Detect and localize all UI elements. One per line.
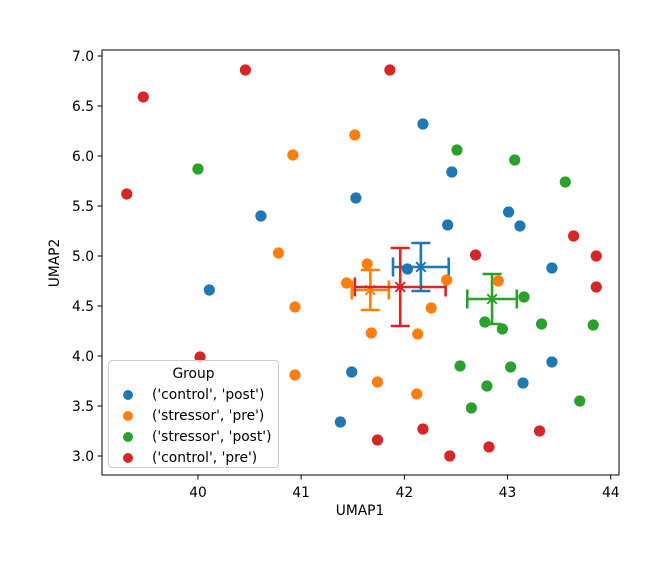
data-point: [481, 380, 493, 392]
x-tick-label: 43: [499, 485, 517, 501]
y-tick-label: 7.0: [72, 49, 94, 65]
x-axis-label: UMAP1: [335, 503, 385, 519]
data-point: [121, 188, 133, 200]
legend-entry-label: ('control', 'pre'): [152, 449, 258, 466]
y-tick-label: 5.5: [72, 199, 94, 215]
data-point: [451, 144, 463, 156]
plot-border: [101, 49, 620, 476]
legend-marker-icon: [123, 389, 133, 400]
legend-entry-label: ('stressor', 'post'): [152, 428, 272, 445]
data-point: [574, 395, 586, 407]
data-point: [505, 361, 517, 373]
y-tick-label: 6.0: [72, 149, 94, 165]
data-point: [590, 250, 602, 262]
legend-entry: ('control', 'pre'): [109, 447, 278, 468]
y-axis-label: UMAP2: [47, 238, 63, 288]
data-point: [346, 366, 358, 378]
data-point: [546, 262, 558, 274]
data-point: [203, 284, 215, 296]
data-point: [425, 302, 437, 314]
data-point: [444, 450, 456, 462]
data-point: [255, 210, 267, 222]
data-point: [350, 192, 362, 204]
legend-entries: ('control', 'post') ('stressor', 'pre') ('…: [109, 384, 278, 468]
x-tick-label: 41: [292, 485, 310, 501]
data-point: [546, 356, 558, 368]
data-point: [411, 388, 423, 400]
y-tick-label: 6.5: [72, 99, 94, 115]
data-point: [502, 206, 515, 218]
data-point: [384, 64, 396, 76]
legend-marker-icon: [123, 431, 133, 442]
data-point: [272, 247, 285, 259]
legend-title: Group: [172, 366, 215, 382]
data-point: [446, 166, 458, 178]
data-point: [412, 328, 424, 340]
data-point: [365, 327, 377, 339]
data-point: [442, 219, 454, 231]
data-point: [371, 376, 384, 388]
data-point: [194, 351, 206, 363]
y-tick-label: 4.0: [72, 349, 94, 365]
centroid-x-marker: [394, 281, 406, 293]
legend-marker-icon: [123, 410, 133, 421]
data-point: [517, 377, 529, 389]
data-point: [417, 423, 429, 435]
data-point: [192, 163, 204, 175]
y-tick-label: 3.5: [72, 399, 94, 415]
data-point: [536, 318, 548, 330]
centroid-x-marker: [486, 293, 498, 305]
legend-entry: ('control', 'post'): [109, 384, 278, 405]
data-point: [479, 316, 491, 328]
data-point: [361, 258, 373, 270]
legend-marker-icon: [123, 452, 133, 463]
data-point: [496, 323, 508, 335]
data-point: [469, 249, 482, 261]
data-point: [587, 319, 599, 331]
data-point: [454, 360, 466, 372]
x-tick-label: 42: [396, 485, 414, 501]
data-point: [349, 129, 361, 141]
data-point: [465, 402, 478, 414]
data-point: [287, 149, 299, 161]
data-point: [334, 416, 346, 428]
data-point: [533, 425, 546, 437]
data-point: [340, 277, 353, 289]
x-tick-label: 40: [189, 485, 207, 501]
legend-entry: ('stressor', 'post'): [109, 426, 278, 447]
data-point: [137, 91, 149, 103]
data-point: [567, 230, 580, 242]
y-tick-label: 5.0: [72, 249, 94, 265]
data-point: [518, 291, 530, 303]
data-point: [514, 220, 526, 232]
y-tick-label: 4.5: [72, 299, 94, 315]
data-point: [492, 275, 504, 287]
x-tick-label: 44: [602, 485, 620, 501]
centroid-x-marker: [415, 261, 427, 273]
data-point: [289, 369, 301, 381]
legend-entry: ('stressor', 'pre'): [109, 405, 278, 426]
legend: Group ('control', 'post') ('stressor', 'p…: [108, 360, 279, 468]
data-point: [239, 64, 252, 76]
data-point: [483, 441, 495, 453]
data-point: [371, 434, 384, 446]
data-point: [417, 118, 429, 130]
y-tick-label: 3.0: [72, 449, 94, 465]
legend-entry-label: ('stressor', 'pre'): [152, 407, 265, 424]
data-point: [559, 176, 571, 188]
data-point: [509, 154, 521, 166]
data-point: [441, 274, 453, 286]
data-point: [590, 281, 602, 293]
data-point: [289, 301, 301, 313]
legend-entry-label: ('control', 'post'): [152, 386, 265, 403]
data-point: [401, 263, 414, 275]
